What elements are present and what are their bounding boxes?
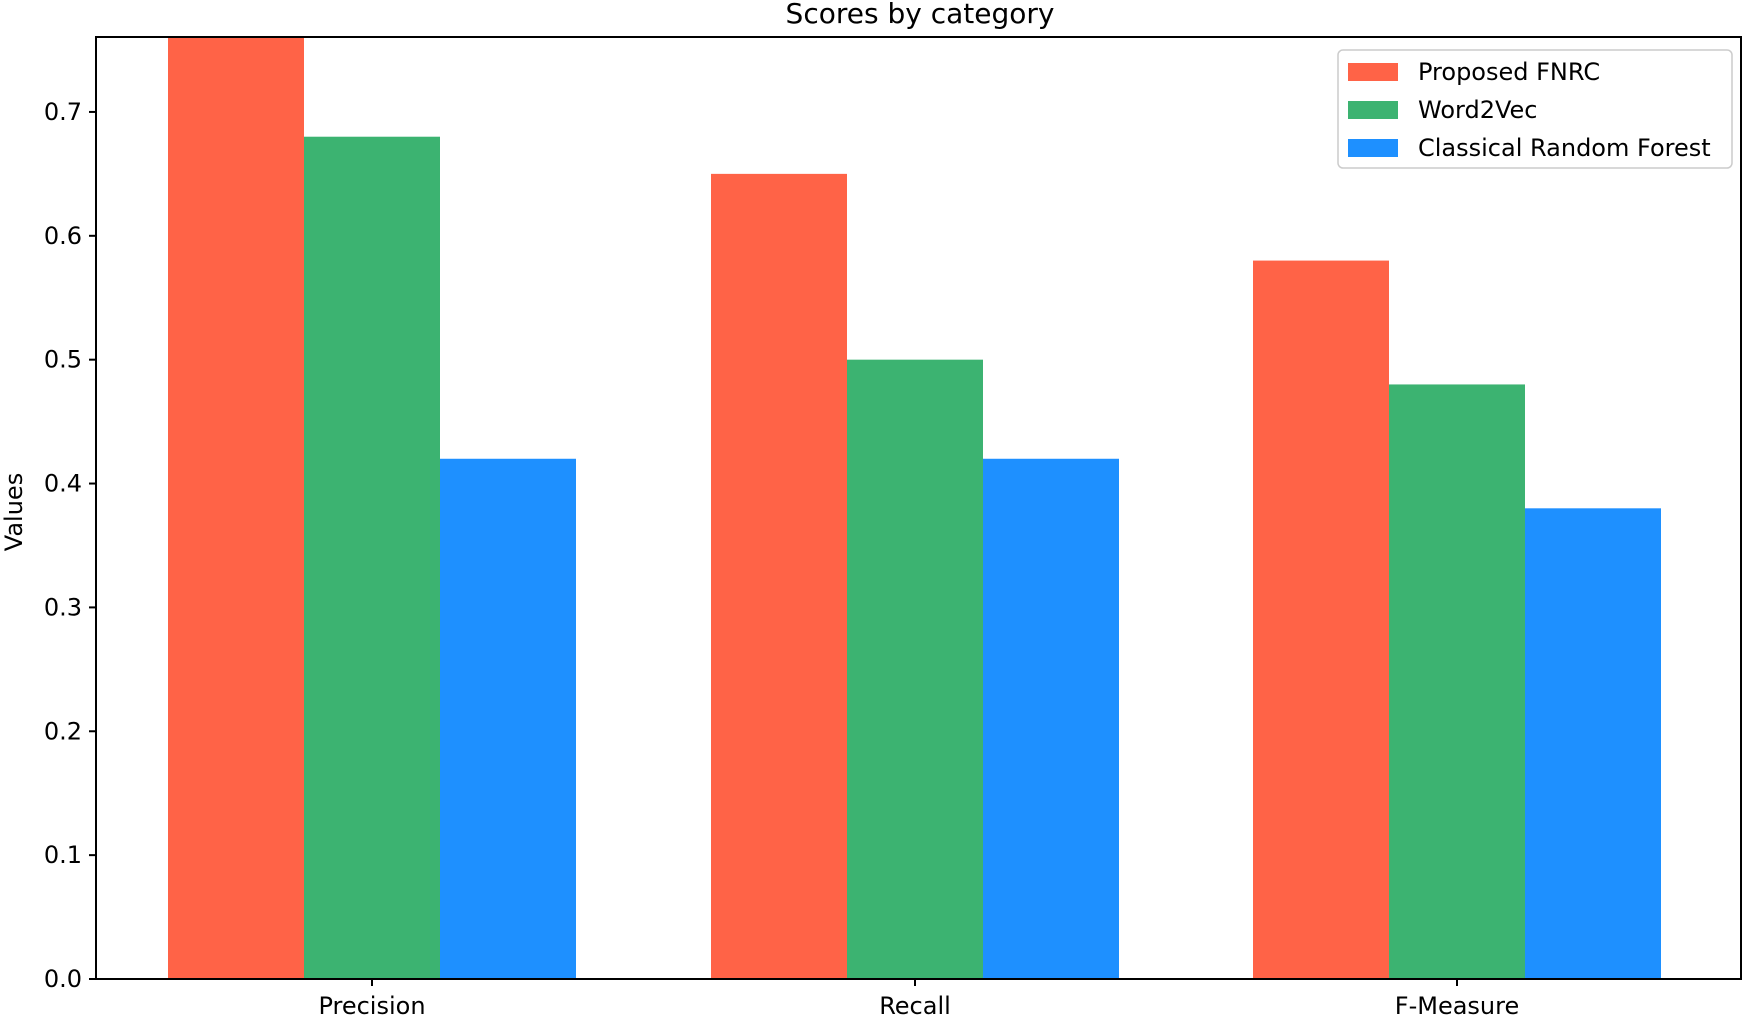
x-tick-label: Precision [318,992,425,1020]
legend-swatch-classical-random-forest [1348,139,1398,157]
legend-box [1337,49,1733,169]
bar-proposed-fnrc-recall [711,173,847,979]
x-tick-label: F-Measure [1395,992,1519,1020]
legend-label-classical-random-forest: Classical Random Forest [1418,134,1711,162]
legend-label-proposed-fnrc: Proposed FNRC [1418,58,1600,86]
y-tick-label: 0.7 [44,98,82,126]
y-tick-label: 0.5 [44,346,82,374]
y-tick-label: 0.4 [44,470,82,498]
bar-word2vec-f-measure [1389,384,1525,979]
y-tick-label: 0.1 [44,841,82,869]
plot-frame [95,36,1742,980]
bar-word2vec-recall [847,359,983,979]
y-tick-label: 0.0 [44,965,82,993]
y-axis-label: Values [0,473,28,551]
bar-classical-random-forest-f-measure [1525,508,1661,979]
legend: Proposed FNRC Word2Vec Classical Random Fo… [1337,49,1733,169]
x-tick-label: Recall [879,992,951,1020]
legend-swatch-proposed-fnrc [1348,63,1398,81]
y-tick-label: 0.2 [44,717,82,745]
bars-layer [168,37,1661,980]
bar-word2vec-precision [304,136,440,979]
x-axis: Precision Recall F-Measure [318,979,1519,1020]
bar-proposed-fnrc-precision [168,37,304,980]
y-tick-label: 0.3 [44,593,82,621]
legend-label-word2vec: Word2Vec [1418,96,1537,124]
chart-title: Scores by category [786,0,1055,30]
y-axis: 0.0 0.1 0.2 0.3 0.4 0.5 0.6 0.7 [44,98,96,993]
bar-proposed-fnrc-f-measure [1253,260,1389,980]
bar-classical-random-forest-precision [440,458,576,979]
bar-classical-random-forest-recall [983,458,1119,979]
legend-swatch-word2vec [1348,101,1398,119]
y-tick-label: 0.6 [44,222,82,250]
